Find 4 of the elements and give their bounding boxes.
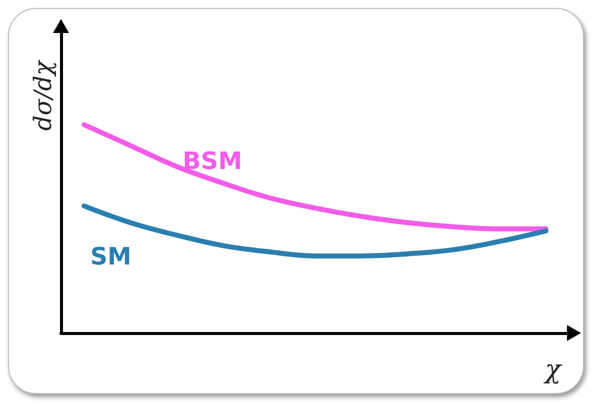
series-label: SM bbox=[90, 242, 132, 271]
x-axis-title: χ bbox=[543, 355, 563, 385]
series-label: BSM bbox=[182, 147, 242, 176]
y-axis-title: dσ/dχ bbox=[29, 60, 57, 131]
